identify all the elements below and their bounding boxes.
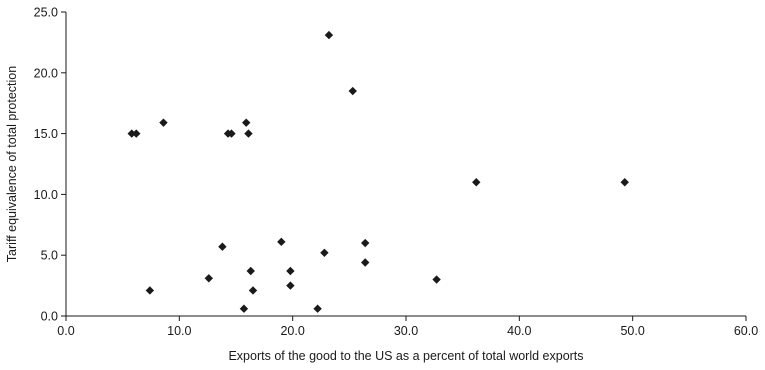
data-point: [132, 129, 141, 138]
y-tick-label: 20.0: [34, 66, 58, 80]
data-point: [227, 129, 236, 138]
data-point: [127, 129, 136, 138]
data-point: [246, 266, 255, 276]
data-point: [286, 266, 295, 276]
data-point: [472, 178, 481, 187]
data-point: [620, 178, 629, 187]
x-tick-label: 60.0: [734, 324, 758, 338]
data-point: [313, 304, 322, 313]
y-tick-label: 5.0: [41, 249, 58, 263]
data-points: [127, 30, 629, 313]
axes: [65, 12, 746, 317]
data-point: [242, 118, 251, 127]
data-point: [361, 258, 370, 267]
data-point: [320, 248, 329, 257]
data-point: [248, 286, 258, 295]
data-point: [239, 304, 249, 313]
y-tick-label: 25.0: [34, 6, 58, 20]
data-point: [361, 238, 370, 248]
x-ticks: 0.0 10.0 20.0 30.0 40.0 50.0 60.0: [57, 316, 758, 338]
data-point: [286, 281, 295, 290]
data-point: [432, 275, 441, 284]
x-tick-label: 40.0: [507, 324, 531, 338]
y-tick-label: 0.0: [41, 310, 58, 324]
x-tick-label: 20.0: [280, 324, 304, 338]
y-axis-title: Tariff equivalence of total protection: [5, 66, 19, 262]
y-ticks: 0.0 5.0 10.0 15.0 20.0 25.0: [34, 6, 66, 324]
data-point: [348, 86, 357, 96]
data-point: [244, 129, 253, 138]
x-tick-label: 0.0: [57, 324, 74, 338]
x-tick-label: 50.0: [620, 324, 644, 338]
data-point: [145, 286, 155, 295]
y-tick-label: 15.0: [34, 127, 58, 141]
data-point: [204, 274, 213, 283]
data-point: [324, 30, 334, 40]
x-axis-title: Exports of the good to the US as a perce…: [228, 349, 583, 363]
data-point: [218, 242, 227, 251]
x-tick-label: 10.0: [167, 324, 191, 338]
y-tick-label: 10.0: [34, 188, 58, 202]
data-point: [159, 118, 168, 127]
data-point: [277, 237, 286, 247]
x-tick-label: 30.0: [394, 324, 418, 338]
